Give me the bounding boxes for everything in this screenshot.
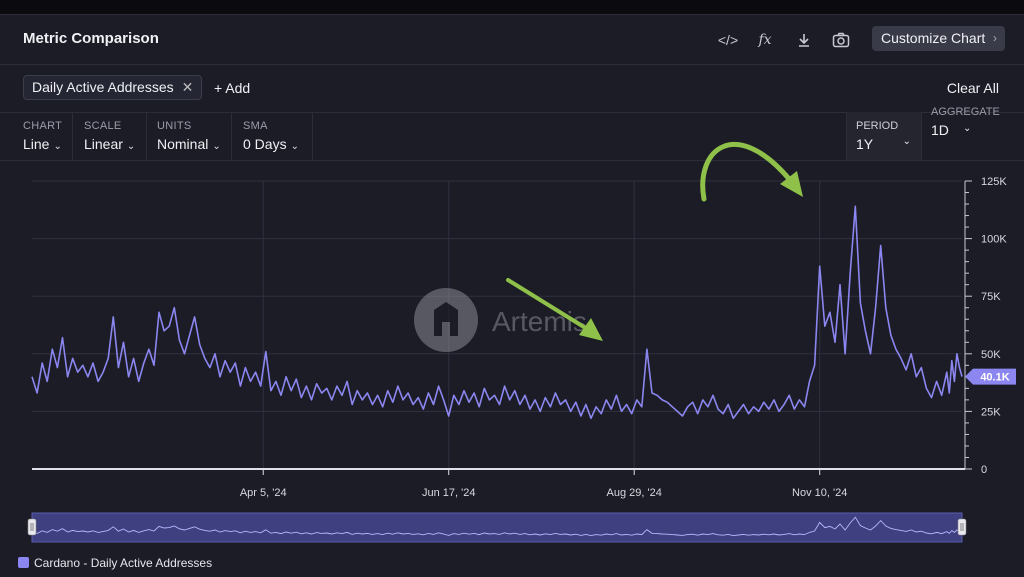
y-tick-label: 75K [981, 291, 1001, 303]
download-icon[interactable] [792, 28, 816, 52]
range-navigator[interactable] [27, 512, 967, 543]
series-layer [31, 205, 963, 420]
formula-icon[interactable]: fx [758, 32, 772, 48]
period-label: PERIOD [856, 120, 899, 132]
sma-select[interactable]: SMA 0 Days ⌄ [243, 112, 313, 160]
series-line-cardano [31, 205, 963, 420]
current-value-badge: 40.1K [965, 368, 1016, 385]
watermark-text: Artemis [492, 306, 587, 337]
scale-label: SCALE [84, 120, 122, 132]
scale-value: Linear [84, 136, 123, 152]
chart-controls: CHART Line ⌄ SCALE Linear ⌄ UNITS Nominal ⌄… [0, 112, 1024, 161]
panel-title: Metric Comparison [23, 30, 159, 47]
units-select[interactable]: UNITS Nominal ⌄ [157, 112, 232, 160]
annotation-arrow-shaft [506, 278, 594, 334]
close-icon[interactable]: ✕ [181, 79, 194, 95]
axes: 0 25K 50K 75K 100K 125K Apr 5, '24 Jun 17, '24 A… [32, 176, 1016, 499]
x-tick-label: Jun 17, '24 [422, 487, 475, 499]
sma-value: 0 Days [243, 136, 287, 152]
annotation-curved-arrow-head [780, 171, 803, 197]
legend-label: Cardano - Daily Active Addresses [34, 556, 213, 570]
camera-icon[interactable] [829, 28, 853, 52]
y-tick-label: 125K [981, 176, 1007, 188]
y-tick-label: 0 [981, 464, 987, 476]
aggregate-label: AGGREGATE [931, 106, 1000, 118]
artemis-logo-glyph [434, 302, 458, 336]
chart-type-select[interactable]: CHART Line ⌄ [23, 112, 73, 160]
y-tick-label: 50K [981, 349, 1001, 361]
chevron-down-icon: ⌄ [963, 123, 972, 134]
sma-label: SMA [243, 120, 268, 132]
units-value: Nominal [157, 136, 209, 152]
legend-swatch [18, 557, 29, 568]
clear-all-button[interactable]: Clear All [946, 80, 999, 96]
annotations [506, 142, 803, 341]
chevron-down-icon: ⌄ [212, 141, 221, 152]
units-label: UNITS [157, 120, 192, 132]
chart-type-label: CHART [23, 120, 63, 132]
chevron-down-icon: ⌄ [290, 141, 299, 152]
chevron-down-icon: ⌄ [902, 136, 911, 147]
current-value-label: 40.1K [980, 372, 1009, 384]
x-tick-label: Apr 5, '24 [240, 487, 287, 499]
legend[interactable]: Cardano - Daily Active Addresses [18, 556, 212, 570]
chart-type-value: Line [23, 136, 50, 152]
x-tick-label: Aug 29, '24 [607, 487, 662, 499]
annotation-arrow-head [579, 318, 603, 341]
chevron-down-icon: ⌄ [126, 141, 136, 152]
navigator-handle-left[interactable] [27, 518, 37, 536]
y-tick-label: 100K [981, 234, 1007, 246]
customize-chart-button[interactable]: Customize Chart › [872, 26, 1005, 51]
watermark: Artemis [414, 288, 587, 352]
x-tick-label: Nov 10, '24 [792, 487, 847, 499]
current-value-badge-bg [965, 368, 1016, 385]
annotation-curved-arrow-shaft [700, 142, 793, 202]
chevron-down-icon: ⌄ [53, 141, 62, 152]
aggregate-value: 1D [931, 122, 949, 138]
chart-panel [0, 14, 1024, 577]
navigator-window[interactable] [31, 512, 963, 543]
metrics-row: Daily Active Addresses ✕ + Add Clear All [0, 64, 1024, 113]
navigator-handle-right[interactable] [957, 518, 967, 536]
y-tick-label: 25K [981, 406, 1001, 418]
chevron-right-icon: › [993, 31, 997, 45]
code-icon[interactable]: </> [717, 32, 739, 48]
scale-select[interactable]: SCALE Linear ⌄ [84, 112, 147, 160]
navigator-series-line [31, 516, 963, 537]
period-select[interactable]: PERIOD 1Y ⌄ [846, 112, 922, 160]
panel-header: Metric Comparison </> fx Customize Chart… [0, 14, 1024, 65]
metric-chip[interactable]: Daily Active Addresses ✕ [23, 75, 203, 100]
add-metric-button[interactable]: + Add [214, 80, 251, 96]
metric-chip-label: Daily Active Addresses [32, 79, 174, 95]
period-value: 1Y [856, 136, 874, 152]
customize-chart-label: Customize Chart [881, 30, 986, 46]
